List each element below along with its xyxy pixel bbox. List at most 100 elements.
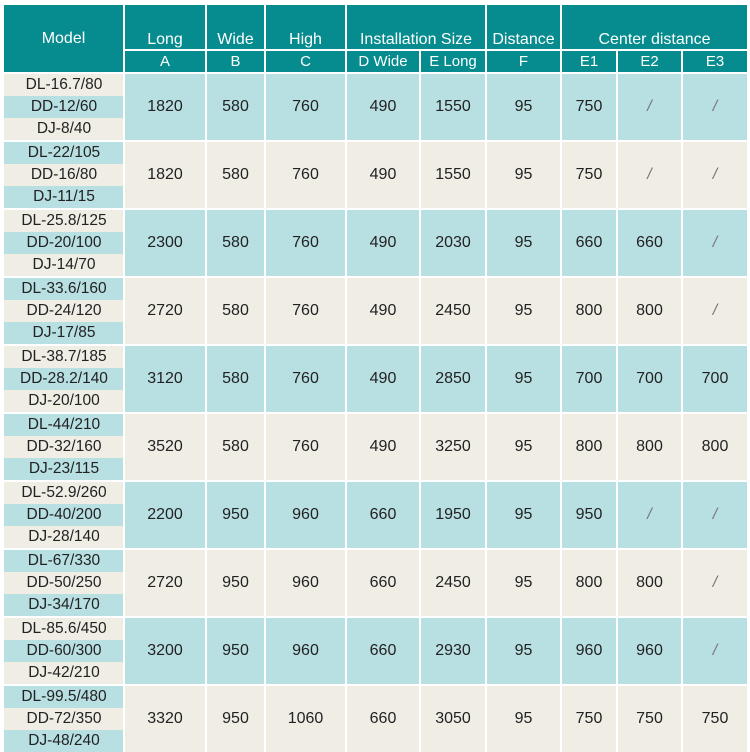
value-cell-f: 95 [487, 412, 560, 480]
value-cell-b: 950 [207, 616, 264, 684]
model-name: DL-99.5/480 [4, 686, 123, 708]
value-cell-e-long: 2450 [421, 548, 485, 616]
model-name: DJ-42/210 [4, 662, 123, 684]
value-cell-f: 95 [487, 276, 560, 344]
value-cell-e-long: 2450 [421, 276, 485, 344]
model-cell: DL-16.7/80 DD-12/60 DJ-8/40 [4, 72, 123, 140]
model-name: DL-22/105 [4, 142, 123, 164]
model-cell: DL-25.8/125 DD-20/100 DJ-14/70 [4, 208, 123, 276]
value-cell-a: 1820 [125, 72, 205, 140]
spec-table: Model Long Wide High Installation Size D… [2, 5, 749, 752]
model-name: DD-32/160 [4, 436, 123, 458]
value-cell-d-wide: 660 [347, 480, 419, 548]
value-cell-e1: 750 [562, 684, 616, 752]
model-cell: DL-67/330 DD-50/250 DJ-34/170 [4, 548, 123, 616]
value-cell-e-long: 1950 [421, 480, 485, 548]
header-e3: E3 [683, 51, 747, 72]
value-cell-e1: 800 [562, 548, 616, 616]
value-cell-f: 95 [487, 480, 560, 548]
model-cell: DL-38.7/185 DD-28.2/140 DJ-20/100 [4, 344, 123, 412]
model-name: DL-25.8/125 [4, 210, 123, 232]
value-cell-d-wide: 660 [347, 548, 419, 616]
value-cell-c: 960 [266, 480, 345, 548]
model-name: DD-24/120 [4, 300, 123, 322]
value-cell-e2: 700 [618, 344, 681, 412]
header-distance: Distance [487, 5, 560, 51]
table-row: DL-99.5/480 DD-72/350 DJ-48/240 3320 950 1060… [4, 684, 747, 752]
model-cell: DL-85.6/450 DD-60/300 DJ-42/210 [4, 616, 123, 684]
table-row: DL-16.7/80 DD-12/60 DJ-8/40 1820 580 760 490 15… [4, 72, 747, 140]
value-cell-c: 960 [266, 616, 345, 684]
header-e1: E1 [562, 51, 616, 72]
value-cell-f: 95 [487, 140, 560, 208]
value-cell-e1: 660 [562, 208, 616, 276]
table-row: DL-33.6/160 DD-24/120 DJ-17/85 2720 580 760 49… [4, 276, 747, 344]
model-name: DJ-23/115 [4, 458, 123, 480]
value-cell-b: 580 [207, 344, 264, 412]
header-wide: Wide [207, 5, 264, 51]
value-cell-e2: / [618, 140, 681, 208]
model-name: DD-72/350 [4, 708, 123, 730]
value-cell-d-wide: 490 [347, 276, 419, 344]
value-cell-b: 580 [207, 276, 264, 344]
model-name: DD-40/200 [4, 504, 123, 526]
model-cell: DL-99.5/480 DD-72/350 DJ-48/240 [4, 684, 123, 752]
table-row: DL-44/210 DD-32/160 DJ-23/115 3520 580 760 490… [4, 412, 747, 480]
model-name: DJ-11/15 [4, 186, 123, 208]
table-row: DL-22/105 DD-16/80 DJ-11/15 1820 580 760 490 15… [4, 140, 747, 208]
value-cell-f: 95 [487, 684, 560, 752]
table-row: DL-85.6/450 DD-60/300 DJ-42/210 3200 950 960 6… [4, 616, 747, 684]
value-cell-e1: 750 [562, 140, 616, 208]
value-cell-c: 960 [266, 548, 345, 616]
table-row: DL-52.9/260 DD-40/200 DJ-28/140 2200 950 960 6… [4, 480, 747, 548]
model-name: DJ-17/85 [4, 322, 123, 344]
value-cell-e3: 800 [683, 412, 747, 480]
value-cell-e2: 800 [618, 412, 681, 480]
value-cell-e3: / [683, 616, 747, 684]
value-cell-b: 950 [207, 480, 264, 548]
header-d-wide: D Wide [347, 51, 419, 72]
value-cell-e1: 700 [562, 344, 616, 412]
value-cell-e2: 750 [618, 684, 681, 752]
model-name: DL-85.6/450 [4, 618, 123, 640]
model-name: DL-44/210 [4, 414, 123, 436]
model-cell: DL-33.6/160 DD-24/120 DJ-17/85 [4, 276, 123, 344]
value-cell-e2: 800 [618, 276, 681, 344]
value-cell-e-long: 2930 [421, 616, 485, 684]
header-long: Long [125, 5, 205, 51]
value-cell-e-long: 2030 [421, 208, 485, 276]
table-row: DL-67/330 DD-50/250 DJ-34/170 2720 950 960 660… [4, 548, 747, 616]
value-cell-b: 580 [207, 140, 264, 208]
value-cell-e-long: 3050 [421, 684, 485, 752]
value-cell-e2: / [618, 480, 681, 548]
value-cell-d-wide: 490 [347, 140, 419, 208]
value-cell-a: 2720 [125, 276, 205, 344]
model-name: DJ-8/40 [4, 118, 123, 140]
value-cell-a: 1820 [125, 140, 205, 208]
value-cell-e3: / [683, 276, 747, 344]
value-cell-e3: / [683, 140, 747, 208]
value-cell-e2: 800 [618, 548, 681, 616]
value-cell-e-long: 2850 [421, 344, 485, 412]
header-b: B [207, 51, 264, 72]
table-body: DL-16.7/80 DD-12/60 DJ-8/40 1820 580 760 490 15… [4, 72, 747, 752]
value-cell-e3: 700 [683, 344, 747, 412]
model-name: DD-12/60 [4, 96, 123, 118]
model-name: DL-16.7/80 [4, 74, 123, 96]
value-cell-c: 760 [266, 140, 345, 208]
value-cell-f: 95 [487, 548, 560, 616]
model-name: DD-50/250 [4, 572, 123, 594]
value-cell-c: 760 [266, 72, 345, 140]
value-cell-e3: / [683, 208, 747, 276]
model-name: DD-28.2/140 [4, 368, 123, 390]
value-cell-d-wide: 490 [347, 72, 419, 140]
model-name: DL-38.7/185 [4, 346, 123, 368]
value-cell-e-long: 1550 [421, 72, 485, 140]
value-cell-e3: / [683, 480, 747, 548]
value-cell-a: 3120 [125, 344, 205, 412]
model-name: DJ-28/140 [4, 526, 123, 548]
model-name: DJ-14/70 [4, 254, 123, 276]
value-cell-a: 2720 [125, 548, 205, 616]
value-cell-f: 95 [487, 72, 560, 140]
value-cell-b: 950 [207, 684, 264, 752]
